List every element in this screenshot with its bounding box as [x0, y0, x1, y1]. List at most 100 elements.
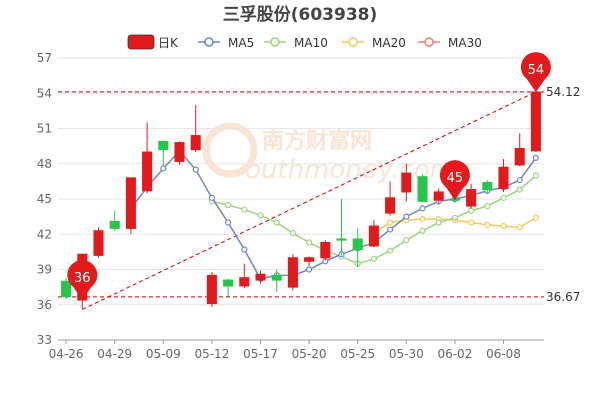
y-tick-label: 48	[37, 157, 52, 171]
map-pin-icon	[520, 52, 551, 93]
legend-label[interactable]: MA30	[448, 36, 482, 50]
candle-body	[417, 176, 428, 202]
y-axis: 33 36 39 42 45 48 51 54 57	[37, 51, 52, 347]
x-tick-label: 06-02	[437, 347, 472, 361]
candle[interactable]	[255, 270, 266, 284]
candle[interactable]	[433, 188, 444, 204]
candle[interactable]	[142, 122, 153, 194]
candle-body	[158, 140, 169, 151]
candle[interactable]	[304, 256, 315, 266]
candle[interactable]	[320, 240, 331, 261]
candle-body	[287, 257, 298, 288]
y-tick-label: 39	[37, 263, 52, 277]
candle[interactable]	[93, 227, 104, 258]
candle-body	[530, 91, 541, 152]
candle[interactable]	[158, 140, 169, 167]
candle[interactable]	[336, 199, 347, 256]
candle-body	[125, 177, 136, 229]
candle[interactable]	[352, 228, 363, 268]
candle-body	[304, 257, 315, 262]
candle[interactable]	[109, 210, 120, 231]
watermark: 南方财富网 outhmoney.com	[202, 122, 455, 185]
ma5-point	[516, 177, 523, 184]
candle-body	[109, 220, 120, 229]
ma5-point	[306, 266, 313, 273]
candle-body	[174, 142, 185, 162]
candle[interactable]	[287, 254, 298, 291]
ma10-point	[370, 255, 377, 263]
ma5-point	[387, 226, 394, 233]
reference-lines: 54.12 36.67	[58, 85, 580, 310]
x-tick-label: 05-17	[243, 347, 278, 361]
candle-body	[466, 189, 477, 207]
ma5-point	[403, 213, 410, 220]
legend-label[interactable]: MA5	[228, 36, 254, 50]
ma10-point	[468, 207, 475, 214]
price-marker-label: 54	[528, 63, 545, 78]
ma10-point	[516, 186, 523, 193]
candle[interactable]	[514, 133, 525, 167]
ma5-point	[241, 246, 248, 253]
legend: 日K MA5 MA10 MA20 MA30	[127, 34, 482, 50]
watermark-logo-icon	[202, 122, 258, 178]
candle[interactable]	[190, 105, 201, 152]
price-marker-label: 36	[74, 271, 91, 286]
candle[interactable]	[482, 180, 493, 194]
x-axis: 04-26 04-29 05-09 05-12 05-17 05-20 05-25 05-30…	[49, 340, 521, 361]
ma10-point	[273, 219, 280, 226]
map-pin-icon	[67, 260, 98, 301]
legend-ring-icon	[204, 37, 214, 47]
candle-body	[482, 182, 493, 191]
y-tick-label: 51	[37, 122, 52, 136]
reference-line-label: 54.12	[546, 85, 580, 99]
ma5-point	[532, 154, 540, 161]
ma20-point	[500, 222, 507, 230]
candle-body	[206, 274, 217, 305]
candle[interactable]	[368, 220, 379, 248]
ma20-point	[532, 214, 540, 221]
candle[interactable]	[401, 163, 412, 202]
candle[interactable]	[61, 277, 72, 299]
price-marker-label: 45	[447, 171, 464, 186]
ma20-point	[468, 219, 475, 226]
legend-label[interactable]: MA10	[294, 36, 328, 50]
x-tick-label: 05-25	[340, 347, 375, 361]
y-tick-label: 42	[37, 227, 52, 241]
ma10-point	[387, 247, 394, 254]
candle-body	[336, 238, 347, 241]
candle[interactable]	[125, 177, 136, 235]
ma10-point	[532, 172, 540, 179]
candle-body	[401, 172, 412, 193]
map-pin-icon	[439, 160, 470, 201]
candle[interactable]	[530, 90, 541, 152]
candle[interactable]	[417, 174, 428, 203]
ma5-point	[192, 166, 199, 173]
price-marker: 36	[67, 260, 98, 301]
candle[interactable]	[223, 278, 234, 297]
price-markers: 36 45 54	[67, 52, 551, 301]
legend-label[interactable]: 日K	[158, 36, 179, 50]
ma10-point	[419, 227, 426, 234]
ma5-point	[225, 219, 232, 226]
reference-line-label: 36.67	[546, 290, 580, 304]
ma10-point	[500, 194, 507, 201]
candle[interactable]	[385, 181, 396, 216]
legend-label[interactable]: MA20	[372, 36, 406, 50]
ma10-point	[241, 206, 248, 213]
candle[interactable]	[466, 183, 477, 209]
legend-ring-icon	[348, 37, 358, 47]
candle[interactable]	[206, 271, 217, 308]
candle[interactable]	[498, 159, 509, 192]
candle-body	[142, 151, 153, 192]
ma20-point	[419, 215, 426, 223]
candle[interactable]	[239, 263, 250, 289]
x-tick-label: 05-30	[389, 347, 424, 361]
price-marker: 45	[439, 160, 470, 201]
candle[interactable]	[271, 269, 282, 292]
ma10-point	[257, 212, 264, 219]
ma5-point	[160, 165, 167, 172]
price-marker: 54	[520, 52, 551, 93]
y-tick-label: 36	[37, 298, 52, 312]
candle[interactable]	[174, 141, 185, 165]
